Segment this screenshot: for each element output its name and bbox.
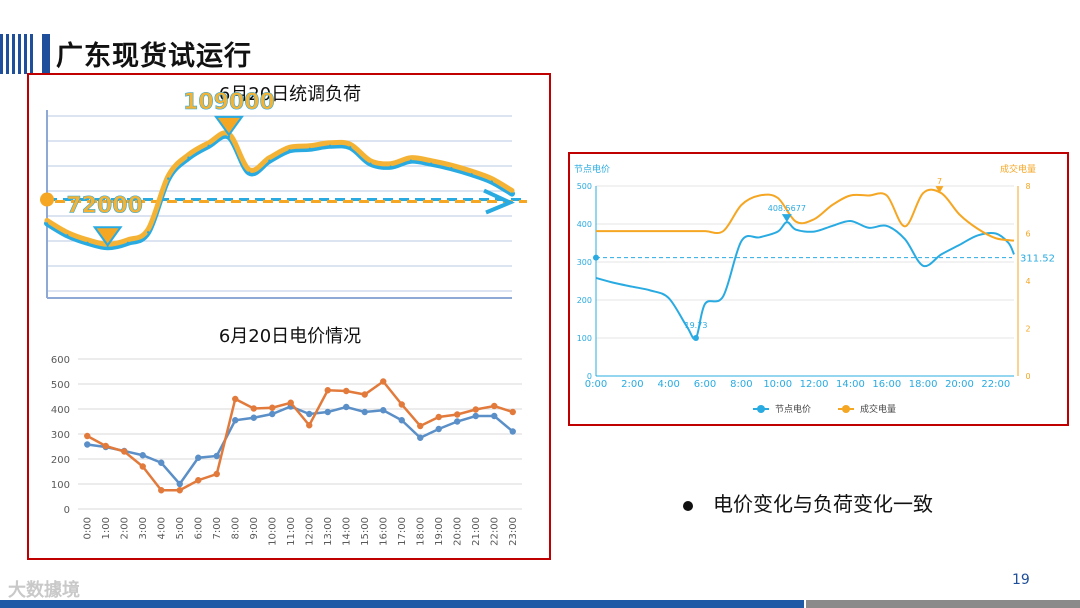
watermark: 大数據境 <box>8 580 80 601</box>
bullet-dot <box>683 500 693 511</box>
load-chart-title: 6月20日统调负荷 <box>218 84 362 105</box>
footer-bar-gray <box>806 600 1080 608</box>
left-chart-panel <box>27 73 551 560</box>
title-accent-bar <box>42 34 50 74</box>
page-title: 广东现货试运行 <box>56 41 252 72</box>
footer-bar-blue <box>0 600 804 608</box>
price-chart-title: 6月20日电价情况 <box>218 326 362 347</box>
header-stripes <box>0 34 36 74</box>
page-number: 19 <box>1012 572 1030 588</box>
bullet-text: 电价变化与负荷变化一致 <box>713 492 933 516</box>
right-chart-panel <box>568 152 1069 426</box>
bullet-point: 电价变化与负荷变化一致 <box>683 488 933 517</box>
